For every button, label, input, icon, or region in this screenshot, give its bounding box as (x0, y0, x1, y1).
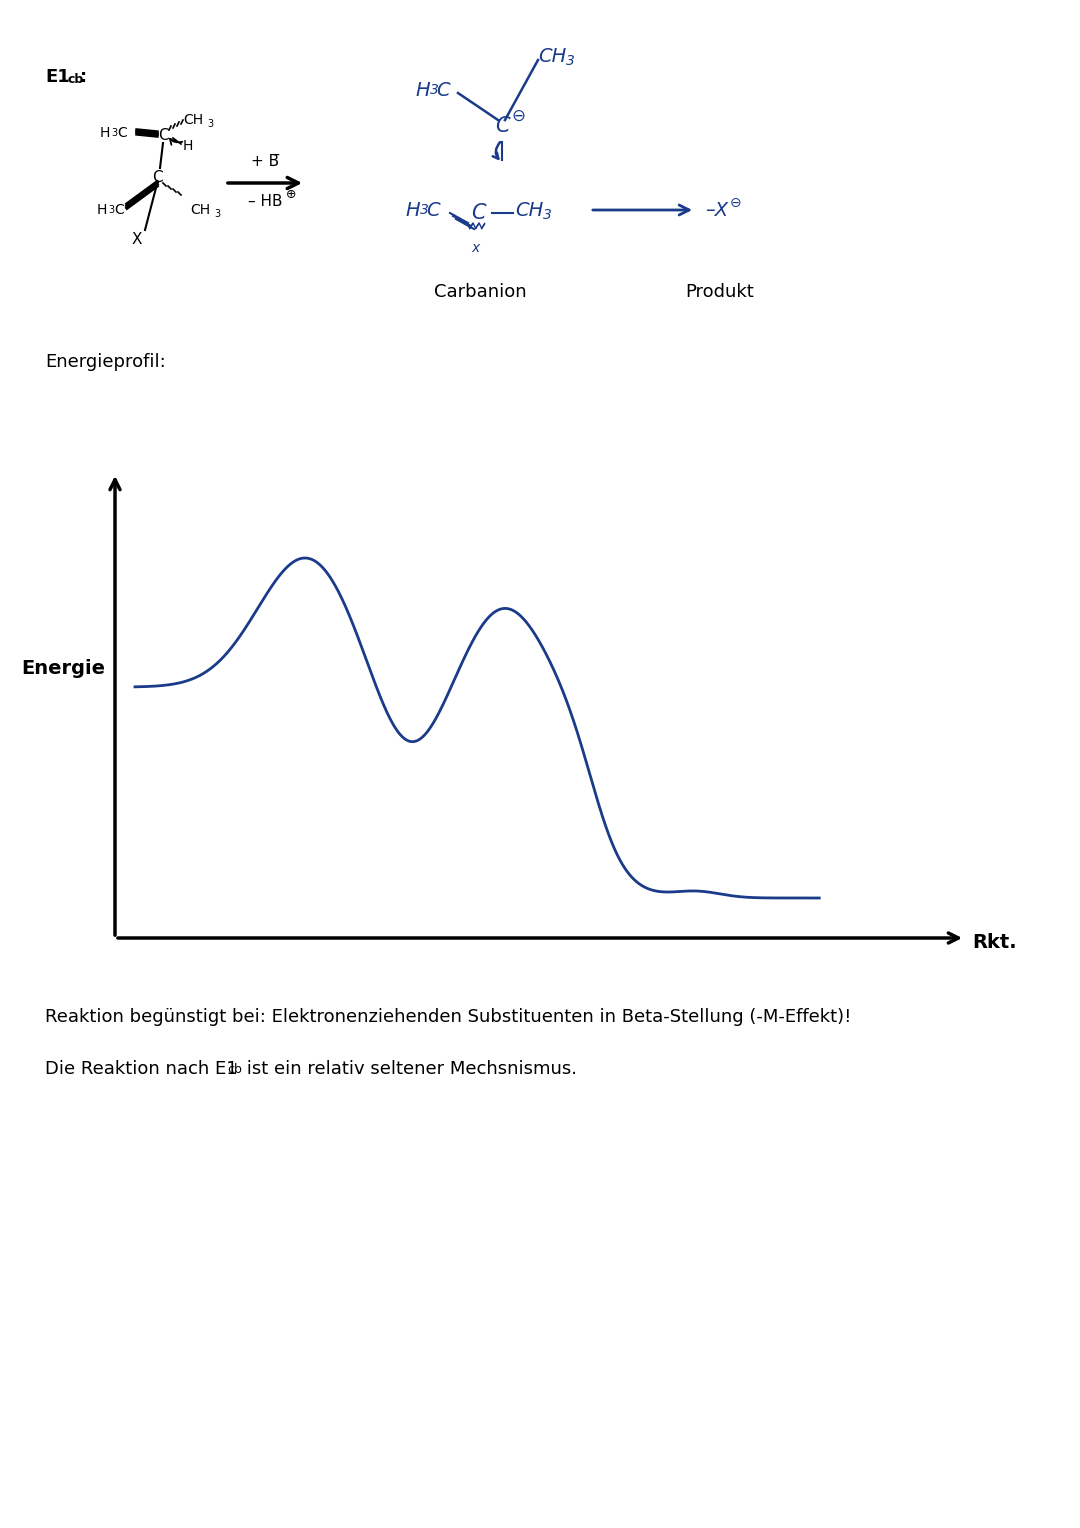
Text: C: C (495, 116, 510, 136)
Text: E1: E1 (45, 69, 70, 86)
Text: :: : (80, 69, 87, 86)
Text: ⊖: ⊖ (730, 196, 742, 209)
Text: Carbanion: Carbanion (434, 283, 526, 301)
Text: H: H (183, 139, 193, 153)
Text: Die Reaktion nach E1: Die Reaktion nach E1 (45, 1060, 238, 1077)
Text: 3: 3 (108, 205, 114, 215)
Text: ⊕: ⊕ (286, 188, 296, 202)
Text: Energie: Energie (21, 659, 105, 677)
Text: H: H (415, 81, 430, 99)
Text: CH: CH (538, 46, 566, 66)
Text: 3: 3 (543, 208, 552, 222)
Text: CH: CH (183, 113, 203, 127)
Text: CH: CH (515, 200, 543, 220)
Text: 3: 3 (214, 209, 220, 219)
Text: 3: 3 (566, 53, 575, 69)
Text: C: C (114, 203, 124, 217)
Text: cb: cb (68, 73, 84, 86)
Text: cb: cb (227, 1063, 242, 1076)
Text: H: H (405, 200, 420, 220)
Text: C: C (117, 125, 126, 141)
Text: C: C (471, 203, 485, 223)
Text: –X: –X (705, 200, 728, 220)
Text: 3: 3 (111, 128, 117, 138)
Text: C: C (151, 171, 162, 185)
Text: H: H (100, 125, 110, 141)
Text: X: X (132, 232, 143, 248)
Text: 3: 3 (420, 203, 429, 217)
Text: CH: CH (190, 203, 211, 217)
Text: C: C (426, 200, 440, 220)
Text: 3: 3 (207, 119, 213, 128)
Text: Energieprofil:: Energieprofil: (45, 353, 165, 371)
Text: C: C (158, 128, 168, 144)
Text: ist ein relativ seltener Mechsnismus.: ist ein relativ seltener Mechsnismus. (241, 1060, 577, 1077)
Text: C: C (436, 81, 449, 99)
Text: + B̅: + B̅ (251, 153, 279, 168)
Text: 3: 3 (430, 83, 438, 96)
Text: Reaktion begünstigt bei: Elektronenziehenden Substituenten in Beta-Stellung (-M-: Reaktion begünstigt bei: Elektronenziehe… (45, 1008, 851, 1025)
Text: H: H (97, 203, 107, 217)
Text: x: x (471, 241, 480, 255)
Text: Produkt: Produkt (686, 283, 754, 301)
Text: – HB: – HB (247, 194, 282, 208)
Text: ⊖: ⊖ (511, 107, 525, 125)
Text: Rkt.: Rkt. (972, 934, 1016, 952)
